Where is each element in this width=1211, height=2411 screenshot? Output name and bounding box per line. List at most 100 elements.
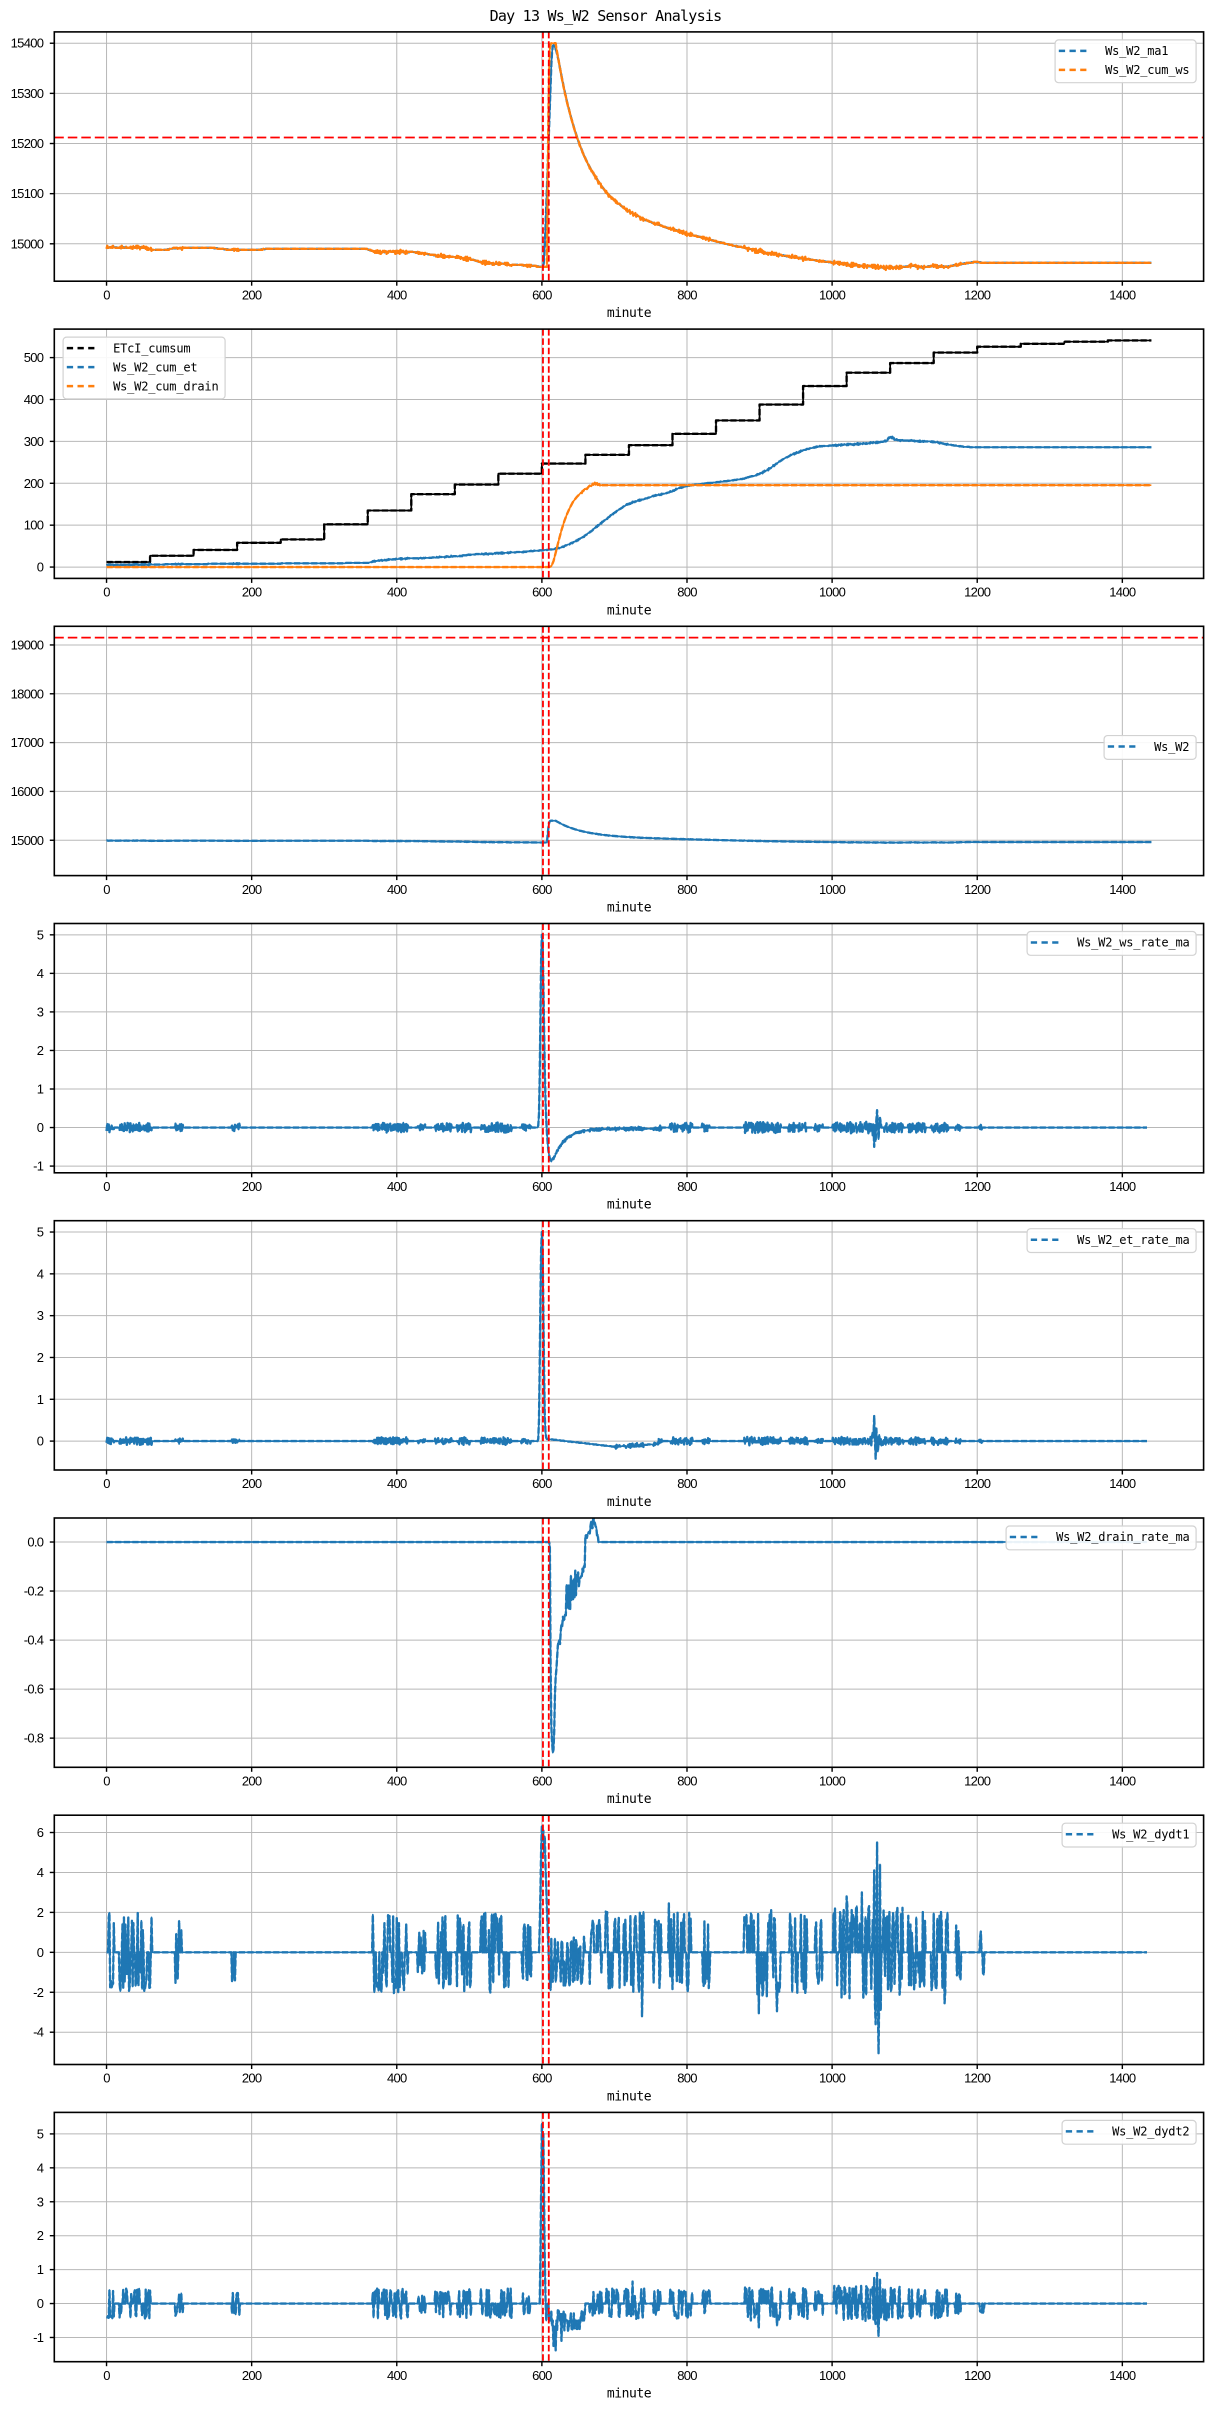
legend-box — [1061, 2119, 1197, 2145]
y-tick-label: 3 — [37, 1308, 44, 1323]
x-tick-label: 1400 — [1109, 287, 1136, 302]
y-tick-label: -0.6 — [24, 1682, 44, 1697]
x-tick-label: 1000 — [819, 1774, 846, 1789]
series-Ws_W2_cum_et — [105, 435, 1152, 567]
y-tick-label: 3 — [37, 2194, 44, 2209]
x-tick-label: 1200 — [964, 287, 991, 302]
y-tick-label: 15100 — [11, 186, 44, 201]
y-tick-label: 2 — [37, 1350, 44, 1365]
legend-label: Ws_W2_cum_ws — [1105, 63, 1189, 77]
x-tick-label: 200 — [242, 287, 262, 302]
y-tick-label: 4 — [37, 966, 44, 981]
series-Ws_W2_cum_et-base — [106, 435, 1152, 567]
y-tick-label: 0 — [37, 2296, 44, 2311]
legend-box — [1103, 734, 1197, 760]
x-tick-label: 1400 — [1109, 2368, 1136, 2383]
x-tick-label: 1000 — [819, 585, 846, 600]
x-tick-label: 400 — [387, 585, 407, 600]
y-tick-label: 5 — [37, 1225, 44, 1240]
legend: Ws_W2_dydt1 — [1061, 1822, 1197, 1848]
panel-et-rate: 0 200 400 600 800 1000 1200 1400 0 1 2 3 4 5 minute Ws_… — [37, 1219, 1205, 1510]
legend-label: Ws_W2_ma1 — [1105, 44, 1168, 58]
axes-frame — [53, 1219, 1205, 1471]
y-tick-label: 15000 — [11, 236, 44, 251]
series-Ws_W2 — [106, 819, 1152, 844]
x-tick-label: 0 — [103, 1774, 110, 1789]
axes-frame — [53, 31, 1205, 283]
x-tick-label: 1200 — [964, 585, 991, 600]
axes-frame — [53, 1814, 1205, 2066]
y-tick-label: -1 — [33, 2330, 44, 2345]
x-tick-label: 1200 — [964, 1774, 991, 1789]
panel-cumulative-et-drain: 0 200 400 600 800 1000 1200 1400 0 100 200 300 400 50… — [24, 328, 1205, 618]
x-tick-label: 1400 — [1109, 2071, 1136, 2086]
x-tick-label: 600 — [532, 1476, 552, 1491]
x-tick-label: 200 — [242, 1774, 262, 1789]
y-tick-label: 19000 — [11, 637, 44, 652]
y-tick-label: 0 — [37, 1945, 44, 1960]
x-tick-label: 400 — [387, 1476, 407, 1491]
y-tick-label: -4 — [33, 2025, 44, 2040]
x-tick-label: 0 — [103, 1179, 110, 1194]
legend-box — [62, 336, 226, 400]
series-Ws_W2_dydt1 — [106, 1825, 1148, 2055]
x-axis-label: minute — [607, 2387, 652, 2402]
legend-box — [1026, 1228, 1197, 1254]
y-tick-label: 18000 — [11, 686, 44, 701]
legend-label: Ws_W2_dydt1 — [1112, 1827, 1189, 1841]
x-tick-label: 400 — [387, 287, 407, 302]
series-Ws_W2_et_rate_ma — [105, 1230, 1148, 1460]
y-tick-label: 17000 — [11, 735, 44, 750]
x-tick-label: 800 — [677, 2368, 697, 2383]
y-tick-label: 500 — [24, 350, 44, 365]
x-tick-label: 0 — [103, 2368, 110, 2383]
x-axis-label: minute — [607, 901, 652, 916]
x-tick-label: 0 — [103, 882, 110, 897]
series-Ws_W2-base — [106, 819, 1152, 844]
series-Ws_W2_dydt2 — [106, 2122, 1148, 2352]
x-tick-label: 800 — [677, 2071, 697, 2086]
legend-box — [1061, 1822, 1197, 1848]
x-tick-label: 1000 — [819, 882, 846, 897]
series-Ws_W2_ma1-base — [106, 44, 1152, 269]
legend-label: Ws_W2_ws_rate_ma — [1077, 936, 1189, 950]
x-tick-label: 1400 — [1109, 1774, 1136, 1789]
x-tick-label: 600 — [532, 1774, 552, 1789]
axes-frame — [53, 625, 1205, 877]
panel-ma-and-cum-ws: 0 200 400 600 800 1000 1200 1400 15000 15100 15200… — [11, 31, 1205, 321]
x-tick-label: 1000 — [819, 1476, 846, 1491]
x-tick-label: 600 — [532, 1179, 552, 1194]
x-axis-label: minute — [607, 1792, 652, 1807]
legend: Ws_W2 — [1103, 734, 1197, 760]
x-tick-label: 1200 — [964, 882, 991, 897]
x-tick-label: 0 — [103, 585, 110, 600]
y-tick-label: 1 — [37, 1392, 44, 1407]
y-tick-label: 2 — [37, 1905, 44, 1920]
series-Ws_W2_cum_ws-base — [105, 42, 1152, 271]
x-tick-label: 600 — [532, 2071, 552, 2086]
legend-box — [1005, 1525, 1197, 1551]
series-Ws_W2_cum_ws — [105, 42, 1152, 272]
y-tick-label: 15200 — [11, 136, 44, 151]
axes-frame — [53, 1517, 1205, 1769]
y-tick-label: 6 — [37, 1825, 44, 1840]
y-tick-label: 15400 — [11, 36, 44, 51]
x-tick-label: 1000 — [819, 2071, 846, 2086]
y-tick-label: -1 — [33, 1159, 44, 1174]
x-tick-label: 600 — [532, 585, 552, 600]
x-tick-label: 0 — [103, 1476, 110, 1491]
x-tick-label: 400 — [387, 1774, 407, 1789]
y-tick-label: 0 — [37, 1120, 44, 1135]
x-tick-label: 200 — [242, 2071, 262, 2086]
x-tick-label: 1200 — [964, 1179, 991, 1194]
y-tick-label: 1 — [37, 1082, 44, 1097]
y-tick-label: 16000 — [11, 784, 44, 799]
x-tick-label: 800 — [677, 1179, 697, 1194]
legend-label: Ws_W2_drain_rate_ma — [1056, 1530, 1189, 1544]
x-axis-label: minute — [607, 1495, 652, 1510]
x-tick-label: 1200 — [964, 1476, 991, 1491]
y-tick-label: 1 — [37, 2262, 44, 2277]
x-axis-label: minute — [607, 1198, 652, 1213]
x-tick-label: 200 — [242, 1476, 262, 1491]
